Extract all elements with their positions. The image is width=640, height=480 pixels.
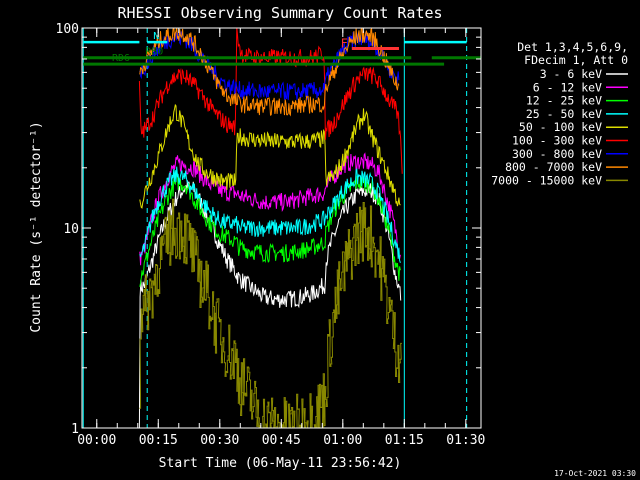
series-line-3-6-keV bbox=[138, 180, 402, 428]
y-tick-label-10: 10 bbox=[63, 222, 79, 237]
flag-bars: N F RB0 RD6 bbox=[83, 31, 481, 66]
flag-label-F: F bbox=[341, 36, 348, 50]
flag-label-RB0: RB0 bbox=[145, 47, 163, 58]
legend-label-100-300-keV: 100 - 300 keV bbox=[512, 134, 602, 148]
flag-label-RD6: RD6 bbox=[112, 53, 130, 64]
series-line-50-100-keV bbox=[139, 103, 401, 209]
chart-title: RHESSI Observing Summary Count Rates bbox=[117, 4, 442, 22]
legend-label-800-7000-keV: 800 - 7000 keV bbox=[505, 160, 602, 174]
x-tick-label-01:00: 01:00 bbox=[323, 433, 362, 448]
legend-header-line-2: FDecim 1, Att 0 bbox=[524, 53, 628, 67]
series-line-6-12-keV bbox=[139, 152, 401, 266]
flag-label-N: N bbox=[153, 31, 159, 42]
x-tick-label-01:30: 01:30 bbox=[446, 433, 485, 448]
series-line-800-7000-keV bbox=[139, 28, 400, 117]
legend-header-line-1: Det 1,3,4,5,6,9, bbox=[517, 40, 628, 54]
y-axis-label: Count Rate (s⁻¹ detector⁻¹) bbox=[29, 121, 44, 332]
x-tick-label-00:30: 00:30 bbox=[200, 433, 239, 448]
legend-label-7000-15000-keV: 7000 - 15000 keV bbox=[491, 173, 602, 187]
x-tick-label-00:15: 00:15 bbox=[139, 433, 178, 448]
y-tick-label-100: 100 bbox=[56, 22, 79, 37]
series-line-7000-15000-keV bbox=[139, 198, 402, 428]
x-tick-label-00:45: 00:45 bbox=[262, 433, 301, 448]
legend-label-12-25-keV: 12 - 25 keV bbox=[526, 94, 602, 108]
x-tick-label-01:15: 01:15 bbox=[385, 433, 424, 448]
y-tick-label-1: 1 bbox=[71, 422, 79, 437]
legend-label-50-100-keV: 50 - 100 keV bbox=[519, 120, 602, 134]
legend-label-25-50-keV: 25 - 50 keV bbox=[526, 107, 602, 121]
x-axis-label: Start Time (06-May-11 23:56:42) bbox=[159, 456, 402, 471]
series-line-25-50-keV bbox=[139, 166, 401, 263]
generation-timestamp: 17-Oct-2021 03:30 bbox=[554, 469, 636, 478]
legend-label-6-12-keV: 6 - 12 keV bbox=[533, 80, 602, 94]
legend-label-300-800-keV: 300 - 800 keV bbox=[512, 147, 602, 161]
legend-label-3-6-keV: 3 - 6 keV bbox=[540, 67, 602, 81]
x-tick-label-00:00: 00:00 bbox=[77, 433, 116, 448]
legend: Det 1,3,4,5,6,9, FDecim 1, Att 0 3 - 6 k… bbox=[491, 40, 628, 187]
axes: 1 10 100 00:00 00:15 00:30 00:45 01:00 01:15 01:3… bbox=[56, 22, 486, 448]
